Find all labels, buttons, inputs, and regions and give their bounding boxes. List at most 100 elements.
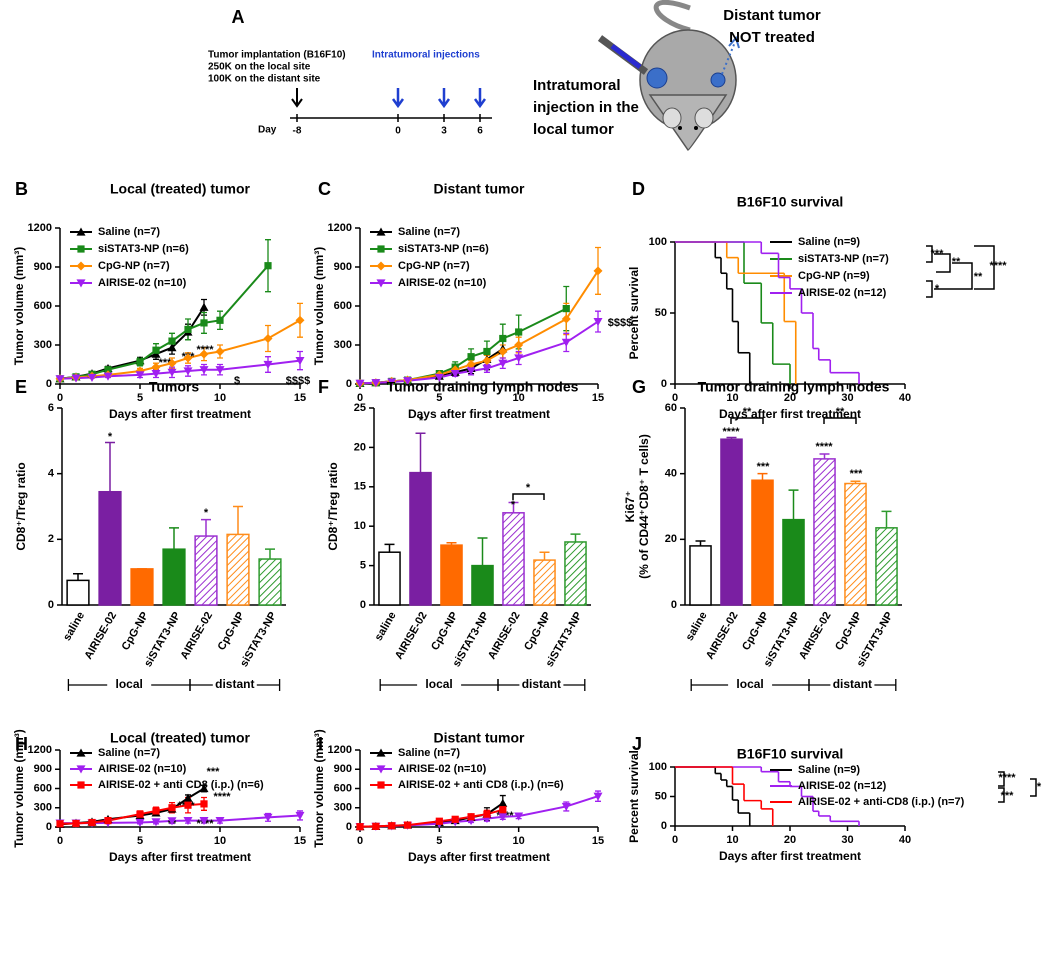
marker	[183, 793, 193, 802]
chart-title: Tumors	[149, 379, 200, 395]
x-tick-label: saline	[684, 610, 710, 643]
bar	[875, 527, 898, 606]
marker	[295, 315, 305, 325]
chart: F Tumor draining lymph nodes 0 5 10 15 20 25 CD8…	[318, 377, 591, 691]
local-note: local tumor	[533, 121, 614, 138]
x-tick-label: AIRISE-02	[797, 610, 834, 662]
y-tick-label: 0	[46, 821, 52, 833]
group-label: local	[736, 677, 763, 691]
y-axis-label: Ki67⁺	[623, 491, 637, 523]
legend-label: AIRISE-02 (n=10)	[98, 763, 187, 775]
x-tick-label: AIRISE-02	[393, 610, 430, 662]
marker	[135, 371, 145, 380]
marker	[152, 807, 160, 815]
significance-label: ****	[213, 791, 231, 803]
error-bar	[881, 510, 892, 528]
marker	[355, 379, 365, 388]
marker	[184, 325, 192, 333]
y-tick-label: 600	[34, 300, 52, 312]
error-bar	[446, 541, 457, 546]
bar	[258, 558, 282, 606]
marker	[498, 347, 508, 356]
significance-label: ****	[998, 772, 1016, 784]
marker	[167, 343, 177, 352]
syringe-fluid	[610, 44, 642, 69]
legend-label: CpG-NP (n=7)	[398, 260, 470, 272]
chart-title: B16F10 survival	[737, 746, 844, 762]
marker	[450, 370, 460, 379]
chart-title: Tumor draining lymph nodes	[698, 379, 890, 395]
y-axis-label: (% of CD44⁺CD8⁺ T cells)	[637, 434, 651, 579]
marker	[514, 340, 524, 350]
y-tick-label: 1200	[328, 222, 352, 234]
marker	[404, 821, 412, 829]
bar	[502, 512, 525, 606]
y-tick-label: 0	[661, 820, 667, 832]
group-line	[808, 679, 897, 691]
x-tick-label: 5	[436, 392, 442, 404]
chart-title: Distant tumor	[434, 181, 526, 197]
marker	[104, 816, 112, 825]
y-tick-label: 25	[354, 402, 366, 414]
y-axis-label: Tumor volume (mm³)	[312, 247, 326, 365]
legend-marker	[76, 261, 86, 271]
x-tick-label: 0	[672, 392, 678, 404]
series-line	[59, 319, 301, 380]
chart-title: Local (treated) tumor	[110, 181, 251, 197]
error-bar	[105, 441, 115, 492]
y-tick-label: 300	[34, 802, 52, 814]
x-tick-label: 0	[57, 392, 63, 404]
legend-marker	[77, 781, 85, 789]
error-bar	[265, 548, 275, 560]
y-tick-label: 900	[34, 261, 52, 273]
implantation-text: Tumor implantation (B16F10)	[208, 50, 346, 61]
error-bar	[169, 527, 179, 550]
marker	[466, 360, 476, 369]
marker	[199, 349, 209, 359]
y-tick-label: 300	[34, 339, 52, 351]
local-note: injection in the	[533, 99, 639, 116]
marker	[372, 822, 380, 830]
legend-label: siSTAT3-NP (n=7)	[798, 253, 889, 265]
bar	[813, 458, 836, 606]
x-tick-label: CpG-NP	[833, 610, 864, 653]
group-label: local	[116, 677, 143, 691]
y-tick-label: 300	[334, 802, 352, 814]
x-tick-label: 0	[57, 835, 63, 847]
error-bar	[233, 505, 243, 535]
y-axis-label: Percent survival	[627, 750, 641, 843]
marker	[593, 266, 603, 276]
marker	[199, 302, 209, 311]
significance-bracket	[998, 787, 1005, 803]
x-tick-label: CpG-NP	[740, 610, 771, 653]
x-tick-label: 10	[214, 392, 226, 404]
legend-marker	[377, 245, 385, 253]
y-tick-label: 60	[665, 402, 677, 414]
mouse-eye	[694, 126, 698, 130]
significance-label: *	[526, 482, 531, 494]
marker	[295, 811, 305, 820]
marker	[55, 375, 65, 384]
marker	[184, 801, 192, 809]
series-line	[359, 795, 599, 828]
y-tick-label: 100	[649, 761, 667, 773]
error-bar	[201, 518, 211, 537]
marker	[71, 374, 81, 383]
implantation-text: 100K on the distant site	[208, 74, 321, 85]
marker	[388, 822, 396, 830]
y-axis-label: CD8⁺/Treg ratio	[326, 462, 340, 550]
chart-title: Tumor draining lymph nodes	[387, 379, 579, 395]
y-tick-label: 5	[360, 560, 366, 572]
marker	[136, 810, 144, 818]
marker	[499, 334, 507, 343]
legend-marker	[376, 279, 386, 288]
significance-bracket	[730, 417, 764, 424]
marker	[183, 367, 193, 376]
x-tick-label: 5	[436, 835, 442, 847]
significance-label: **	[836, 406, 845, 418]
marker	[515, 328, 523, 336]
injection-arrows	[391, 88, 487, 109]
legend-label: AIRISE-02 (n=10)	[98, 277, 187, 289]
x-tick-label: 5	[137, 835, 143, 847]
significance-label: ****	[815, 441, 833, 453]
